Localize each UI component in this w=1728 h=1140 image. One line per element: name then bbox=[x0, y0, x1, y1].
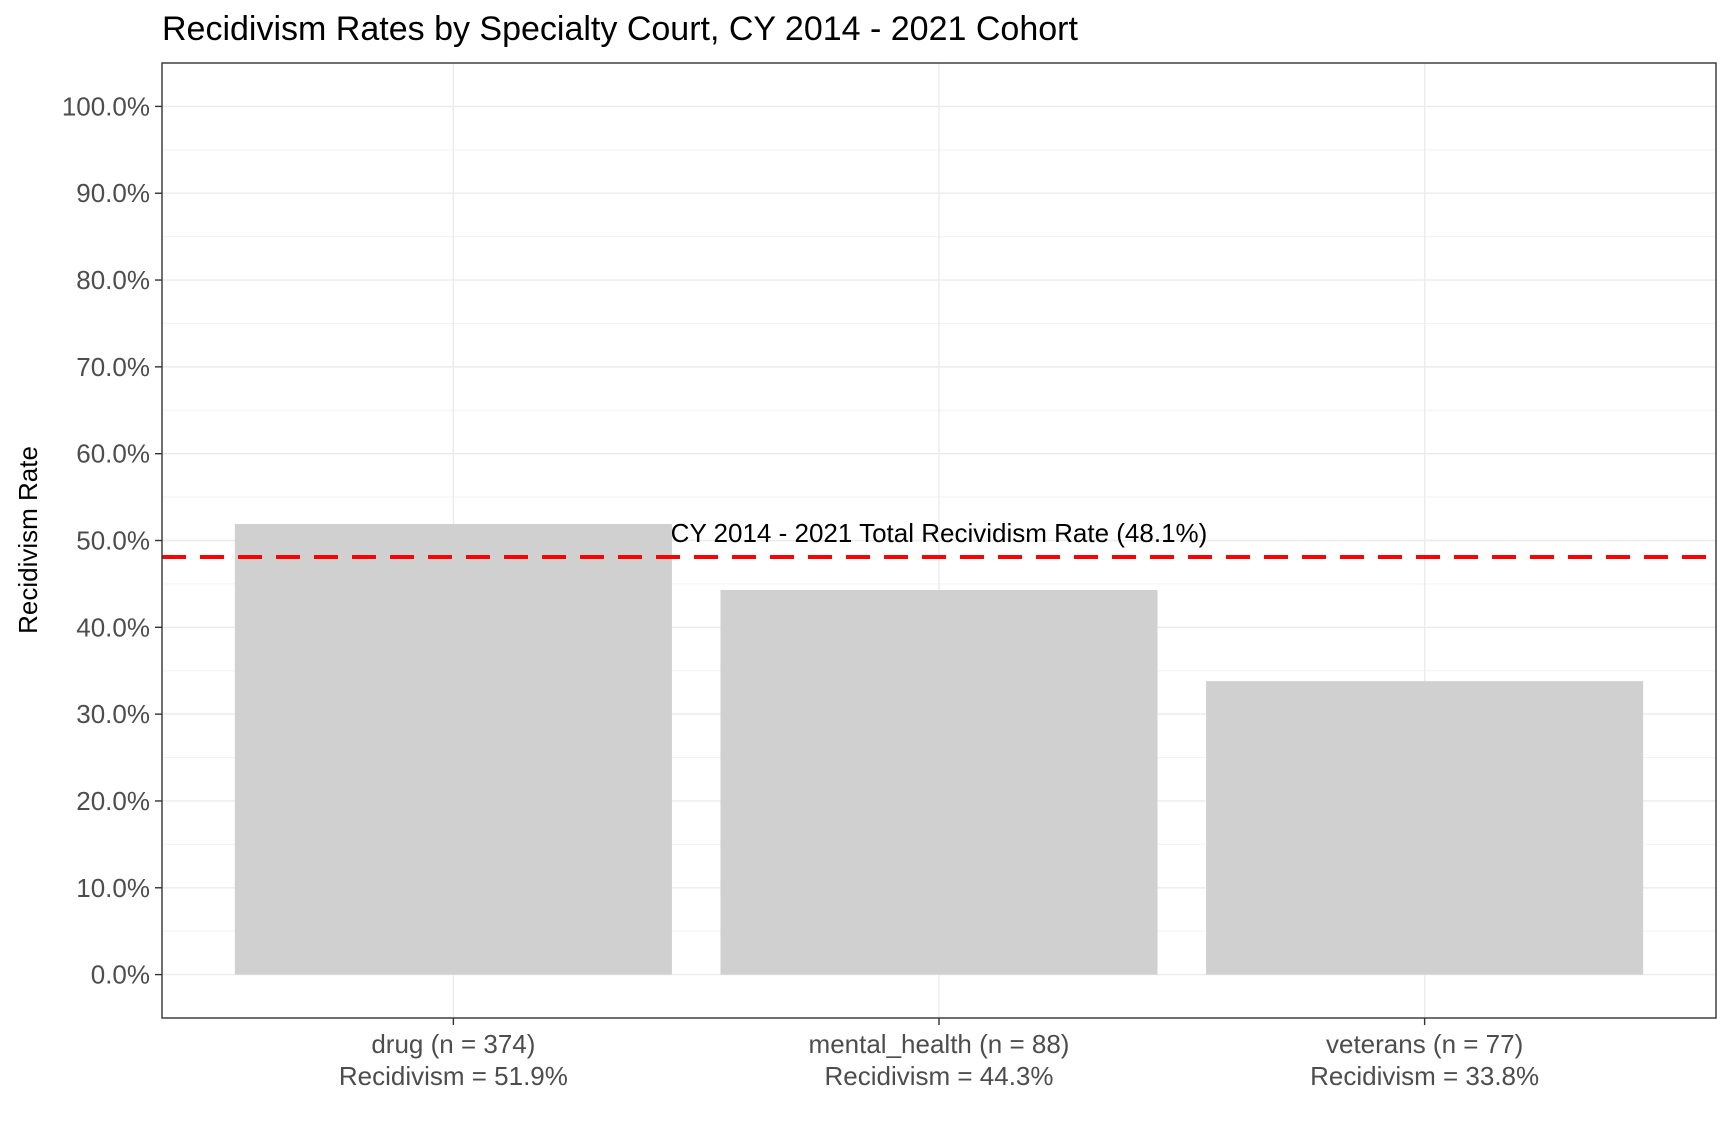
chart-title: Recidivism Rates by Specialty Court, CY … bbox=[162, 10, 1078, 48]
y-tick-label: 90.0% bbox=[76, 178, 150, 208]
plot-area: CY 2014 - 2021 Total Recividism Rate (48… bbox=[62, 62, 1717, 1091]
x-tick-label: mental_health (n = 88) bbox=[809, 1029, 1070, 1059]
y-tick-label: 30.0% bbox=[76, 699, 150, 729]
y-tick-label: 70.0% bbox=[76, 352, 150, 382]
y-tick-label: 80.0% bbox=[76, 265, 150, 295]
y-tick-label: 0.0% bbox=[91, 960, 150, 990]
y-tick-label: 40.0% bbox=[76, 612, 150, 642]
bar-2 bbox=[720, 589, 1158, 975]
reference-line-label: CY 2014 - 2021 Total Recividism Rate (48… bbox=[671, 518, 1208, 548]
y-tick-label: 50.0% bbox=[76, 526, 150, 556]
x-tick-label: Recidivism = 51.9% bbox=[339, 1061, 568, 1091]
bar-3 bbox=[1206, 681, 1644, 975]
y-tick-label: 60.0% bbox=[76, 439, 150, 469]
bar-1 bbox=[234, 524, 672, 975]
y-tick-label: 20.0% bbox=[76, 786, 150, 816]
x-tick-label: Recidivism = 44.3% bbox=[824, 1061, 1053, 1091]
x-tick-label: Recidivism = 33.8% bbox=[1310, 1061, 1539, 1091]
x-tick-label: drug (n = 374) bbox=[371, 1029, 535, 1059]
y-tick-label: 10.0% bbox=[76, 873, 150, 903]
y-tick-label: 100.0% bbox=[62, 91, 150, 121]
x-tick-label: veterans (n = 77) bbox=[1326, 1029, 1523, 1059]
y-axis-label: Recidivism Rate bbox=[13, 446, 43, 634]
